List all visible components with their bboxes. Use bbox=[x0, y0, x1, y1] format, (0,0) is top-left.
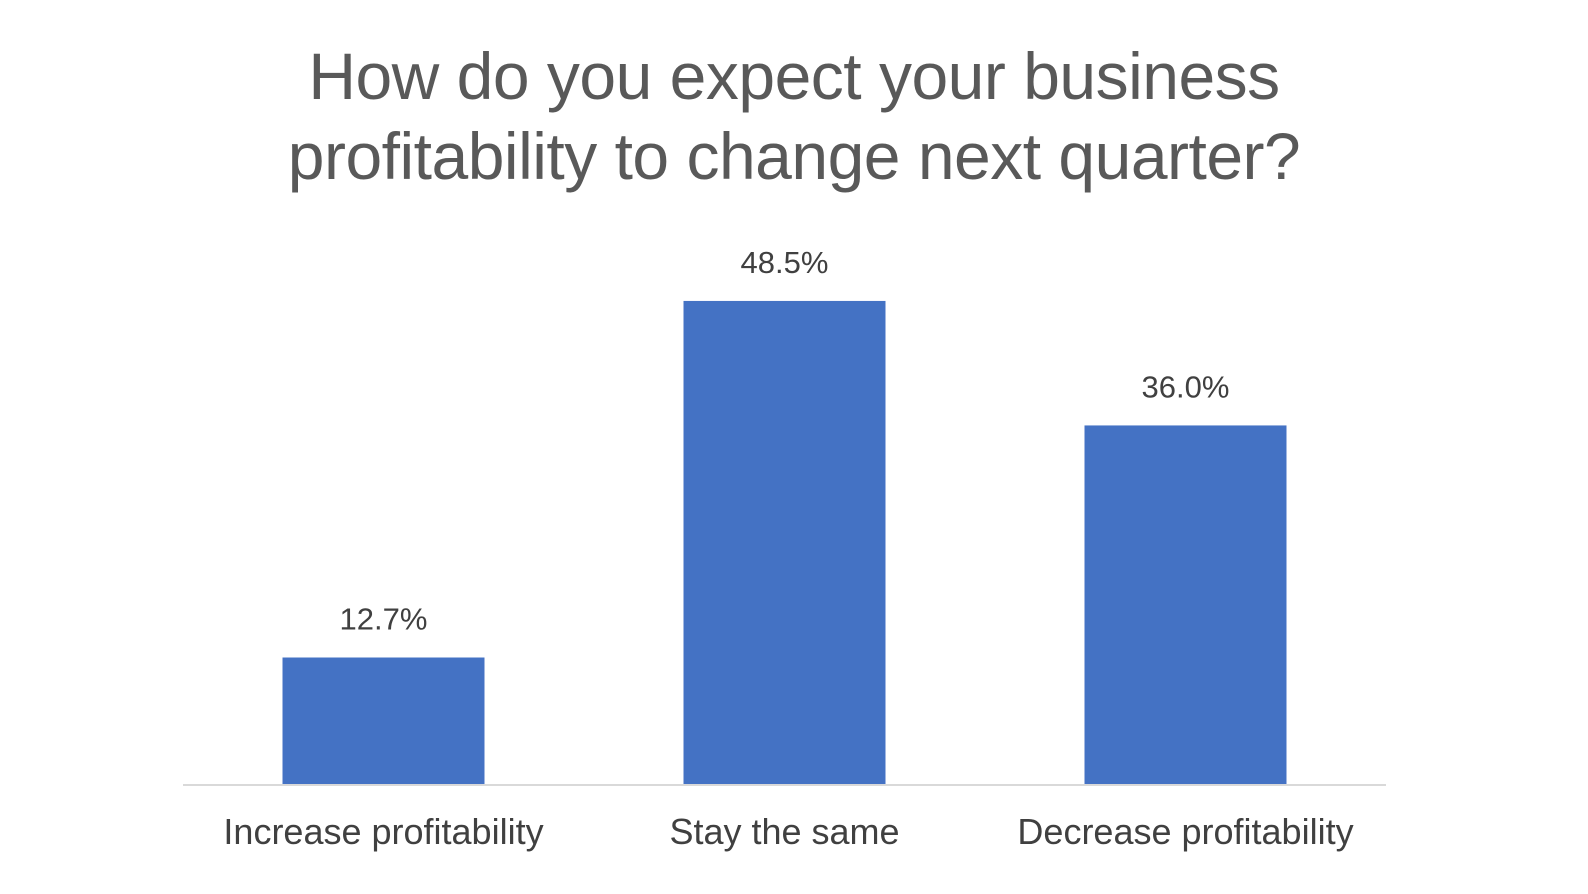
bar-1 bbox=[282, 657, 485, 784]
data-label-1: 12.7% bbox=[340, 602, 428, 637]
bars-group bbox=[282, 300, 1287, 784]
category-label-3: Decrease profitability bbox=[1017, 811, 1353, 852]
bar-2 bbox=[683, 300, 886, 784]
category-labels-group: Increase profitability Stay the same Decre… bbox=[223, 811, 1353, 852]
data-label-3: 36.0% bbox=[1142, 369, 1230, 404]
bar-3 bbox=[1084, 425, 1287, 784]
category-label-1: Increase profitability bbox=[223, 811, 543, 852]
category-label-2: Stay the same bbox=[669, 811, 899, 852]
chart-title-line-1: How do you expect your business bbox=[308, 39, 1280, 113]
data-labels-group: 12.7% 48.5% 36.0% bbox=[340, 245, 1230, 637]
chart-title-line-2: profitability to change next quarter? bbox=[287, 119, 1301, 193]
chart-title: How do you expect your business profitab… bbox=[0, 36, 1588, 196]
data-label-2: 48.5% bbox=[741, 245, 829, 280]
